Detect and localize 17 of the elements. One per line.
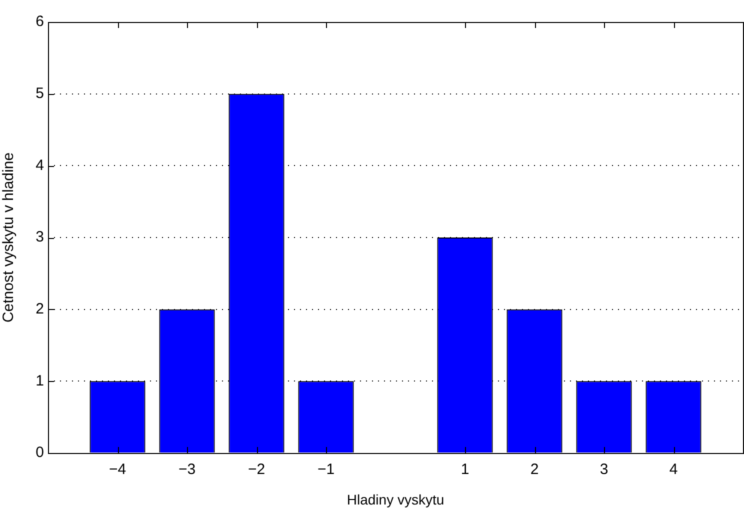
- y-tick-label: 3: [36, 228, 44, 246]
- x-tick-label: −3: [178, 461, 196, 478]
- x-tick-label: 4: [669, 461, 678, 478]
- y-tick-label: 5: [36, 84, 44, 102]
- y-tick-label: 0: [36, 444, 44, 462]
- y-tick-label: 4: [36, 156, 44, 174]
- x-tick-label: −4: [108, 461, 126, 478]
- y-tick-label: 2: [36, 300, 44, 318]
- x-tick-label: 3: [600, 461, 608, 478]
- x-axis-title: Hladiny vyskytu: [346, 491, 444, 508]
- x-tick-label: −1: [317, 461, 335, 478]
- x-tick-label: 2: [530, 461, 539, 478]
- y-tick-label: 1: [36, 372, 44, 390]
- y-axis-title: Cetnost vyskytu v hladine: [0, 152, 18, 323]
- y-tick-label: 6: [36, 13, 44, 30]
- x-tick-label: 1: [460, 461, 470, 478]
- x-tick-label: −2: [248, 461, 266, 478]
